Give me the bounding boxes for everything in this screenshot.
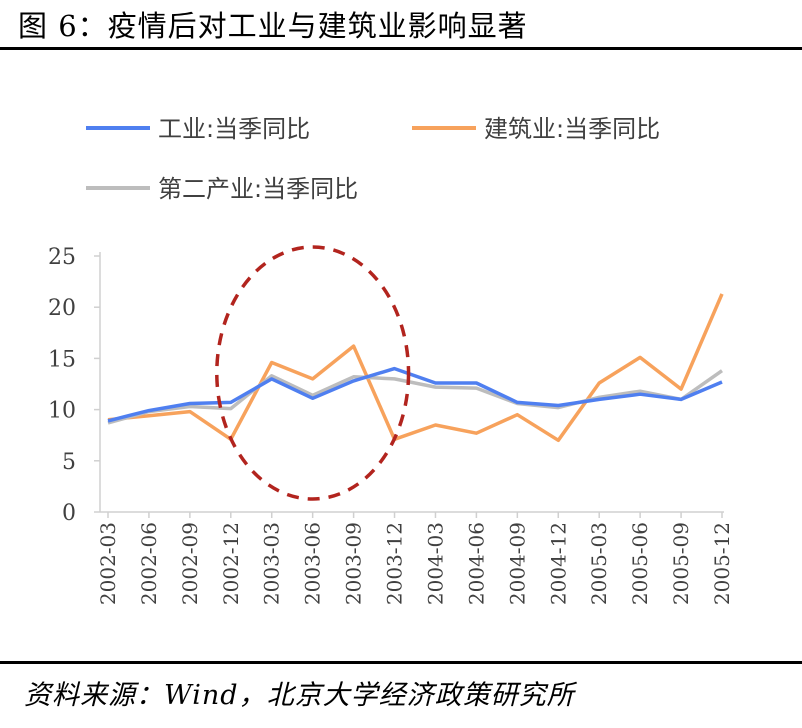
y-tick-label: 15 xyxy=(48,347,76,372)
x-tick-label: 2004-09 xyxy=(505,522,529,605)
chart-lines xyxy=(107,293,724,443)
y-tick-label: 10 xyxy=(48,399,76,424)
x-tick-label: 2005-06 xyxy=(628,522,652,605)
legend-label: 工业:当季同比 xyxy=(158,115,310,143)
x-tick-label: 2003-06 xyxy=(301,522,325,605)
x-tick-label: 2004-12 xyxy=(546,522,570,605)
legend-label: 第二产业:当季同比 xyxy=(158,175,358,203)
y-tick-label: 20 xyxy=(48,296,76,321)
title-divider xyxy=(0,47,802,50)
figure-title: 图 6：疫情后对工业与建筑业影响显著 xyxy=(18,9,528,43)
x-tick-label: 2003-09 xyxy=(342,522,366,605)
chart-annotation xyxy=(215,245,411,501)
x-tick-label: 2004-06 xyxy=(464,522,488,605)
x-tick-label: 2003-03 xyxy=(260,522,284,605)
series-line xyxy=(107,293,724,443)
x-tick-label: 2003-12 xyxy=(383,522,407,605)
x-tick-label: 2005-09 xyxy=(669,522,693,605)
series-line xyxy=(107,366,723,423)
source-divider xyxy=(0,661,802,664)
x-tick-label: 2005-03 xyxy=(587,522,611,605)
x-tick-label: 2002-06 xyxy=(137,522,161,605)
x-tick-label: 2005-12 xyxy=(710,522,734,605)
x-tick-label: 2002-09 xyxy=(178,522,202,605)
y-tick-label: 0 xyxy=(62,501,76,526)
chart-axes: 0 5 10 15 20 25 2002-03 2002-06 2002-09 2002-12 20… xyxy=(48,245,734,605)
series-line xyxy=(107,369,724,425)
y-tick-label: 5 xyxy=(62,450,76,475)
source-note: 资料来源：Wind，北京大学经济政策研究所 xyxy=(24,680,575,711)
legend-label: 建筑业:当季同比 xyxy=(484,115,660,143)
x-tick-label: 2002-03 xyxy=(96,522,120,605)
y-tick-label: 25 xyxy=(48,245,76,270)
x-tick-label: 2004-03 xyxy=(423,522,447,605)
annotation-ellipse xyxy=(215,245,411,501)
x-tick-label: 2002-12 xyxy=(219,522,243,605)
